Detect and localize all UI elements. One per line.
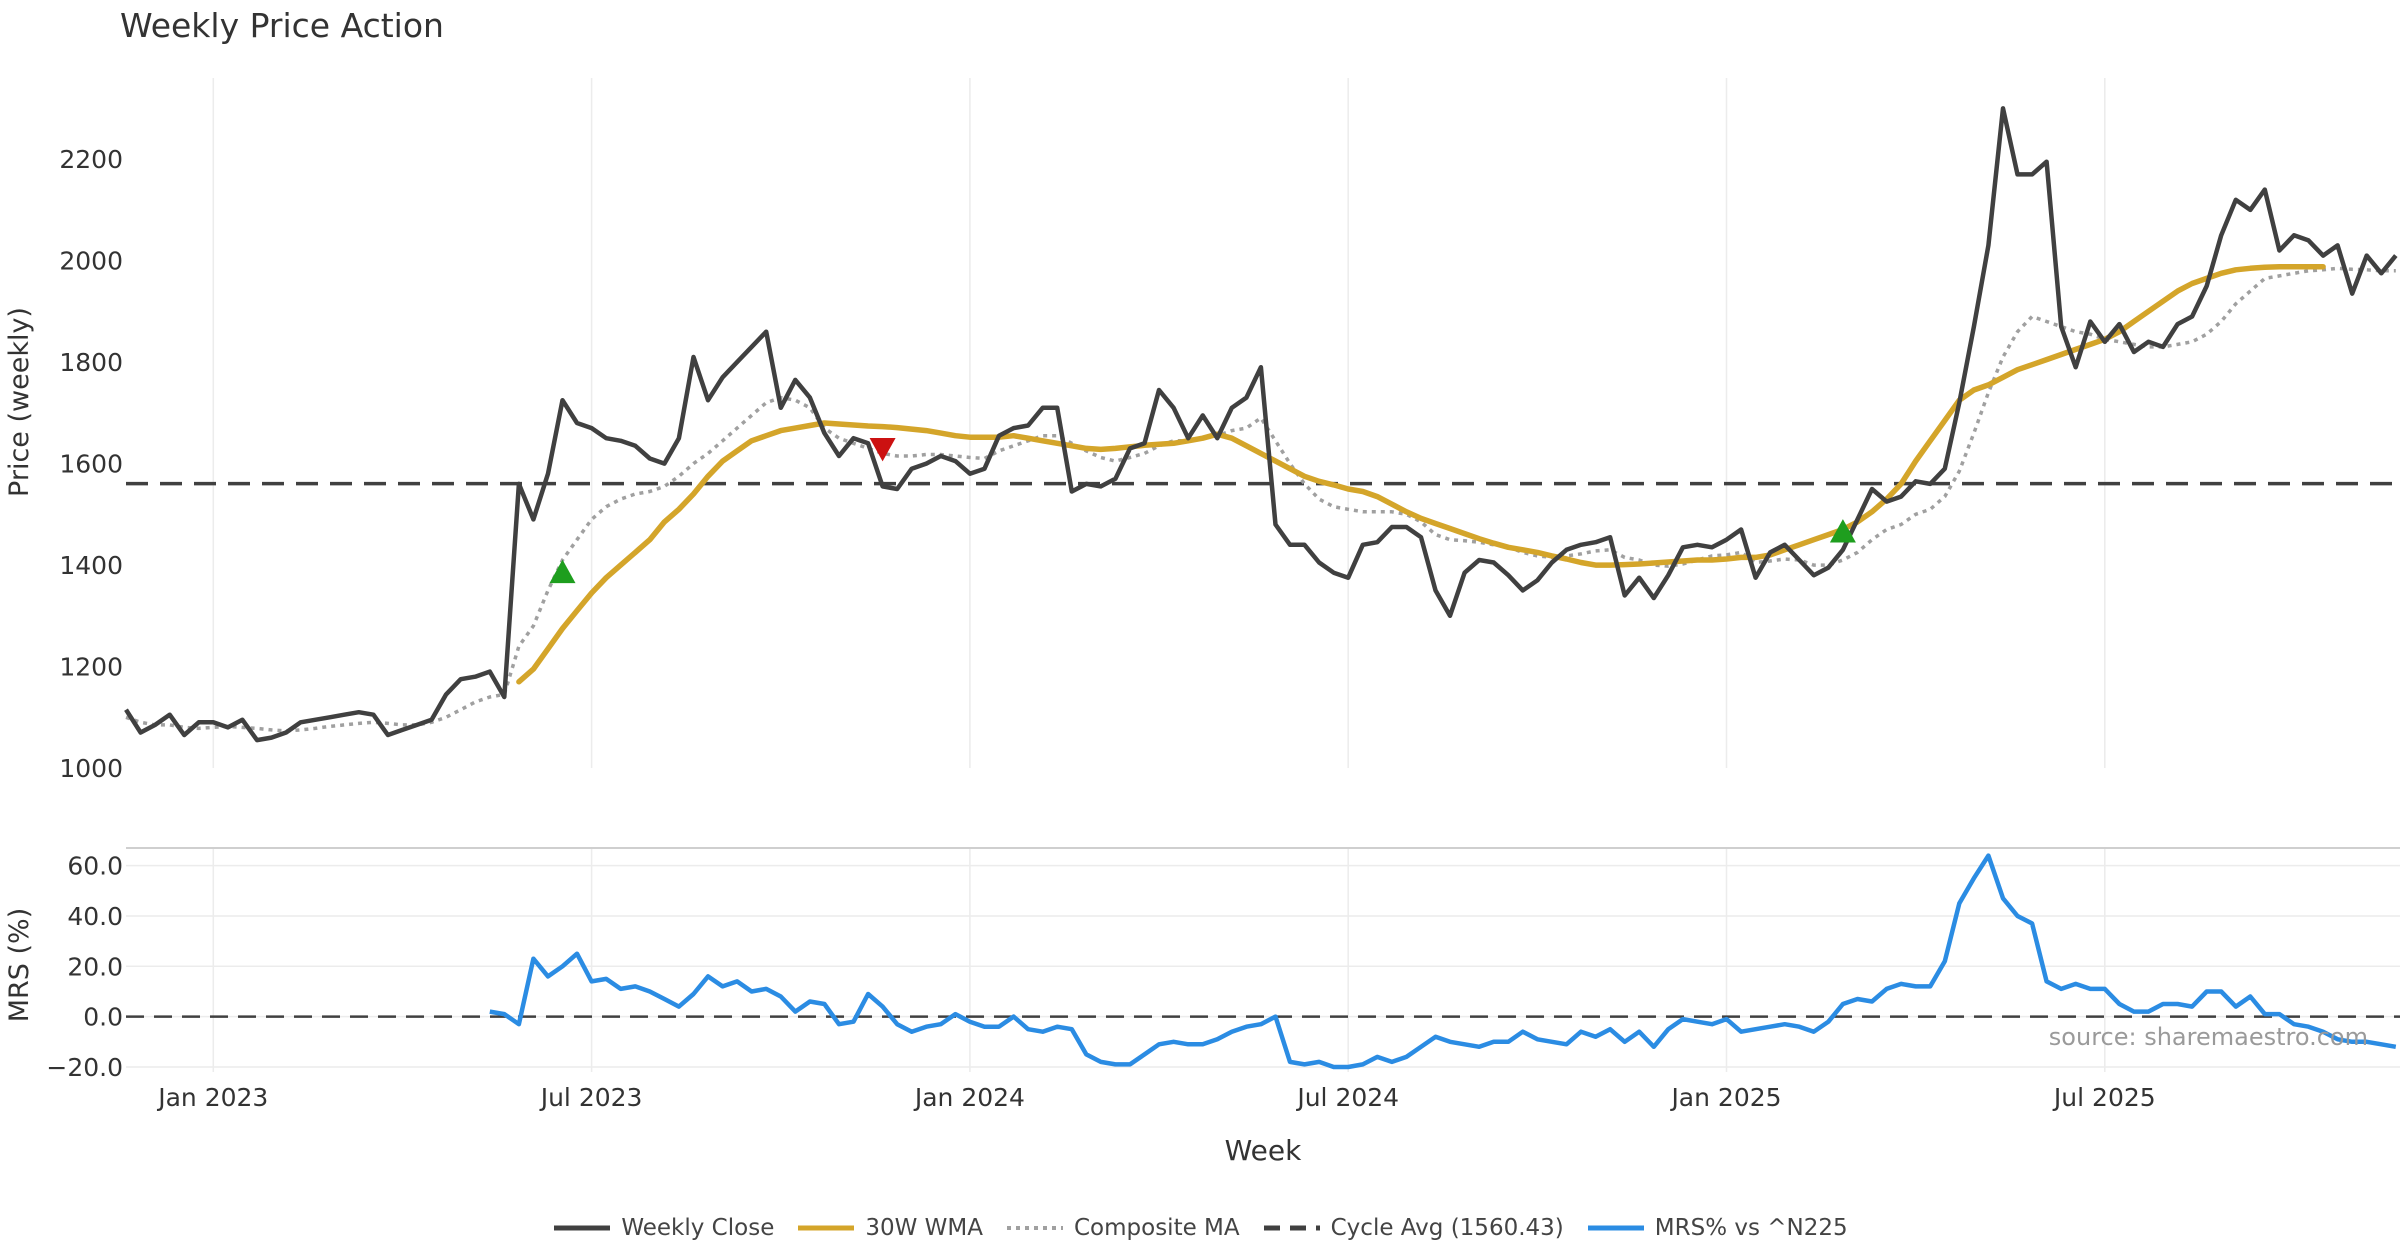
legend-label: Cycle Avg (1560.43) (1330, 1215, 1564, 1241)
y-tick-label-mrs: −20.0 (46, 1053, 123, 1082)
legend-label: Weekly Close (621, 1215, 775, 1241)
x-tick-label: Jul 2025 (2052, 1083, 2156, 1112)
y-tick-label-mrs: 40.0 (67, 902, 123, 931)
y-tick-label-price: 1800 (59, 348, 123, 377)
legend-swatch-mrs (1587, 1225, 1644, 1231)
buy-signal-marker (549, 559, 576, 584)
y-tick-label-price: 1200 (59, 653, 123, 682)
legend-swatch-wma (798, 1225, 855, 1231)
y-axis-label-price: Price (weekly) (4, 307, 35, 497)
legend-swatch-close (554, 1225, 611, 1231)
gridlines (126, 78, 2400, 1072)
source-annotation: source: sharemaestro.com (2049, 1023, 2368, 1051)
composite-ma-line (125, 266, 2396, 733)
legend-item-close[interactable]: Weekly Close (552, 1215, 774, 1241)
legend-item-mrs[interactable]: MRS% vs ^N225 (1586, 1215, 1848, 1241)
y-tick-label-price: 2200 (59, 145, 123, 174)
y-tick-label-mrs: 0.0 (83, 1003, 123, 1032)
x-tick-label: Jan 2024 (913, 1083, 1025, 1112)
legend-label: Composite MA (1073, 1215, 1240, 1241)
x-axis-label: Week (1225, 1134, 1302, 1167)
sell-signal-marker (869, 437, 896, 462)
y-axis-label-mrs: MRS (%) (4, 908, 35, 1023)
legend-swatch-cycle (1263, 1225, 1320, 1231)
y-tick-label-price: 2000 (59, 247, 123, 276)
chart-legend: Weekly Close 30W WMA Composite MA Cycle Avg… (0, 1208, 2400, 1248)
x-tick-label: Jan 2025 (1669, 1083, 1781, 1112)
legend-label: 30W WMA (865, 1215, 983, 1241)
legend-item-composite[interactable]: Composite MA (1005, 1215, 1240, 1241)
y-tick-label-mrs: 20.0 (67, 952, 123, 981)
buy-signal-marker (1829, 519, 1856, 543)
reference-lines (126, 481, 2400, 1018)
y-tick-label-price: 1400 (59, 551, 123, 580)
y-tick-label-mrs: 60.0 (67, 852, 123, 881)
y-tick-label-price: 1000 (59, 754, 123, 783)
y-tick-label-price: 1600 (59, 450, 123, 479)
chart-text: Weekly Price Action Price (weekly) MRS (… (4, 6, 2368, 1167)
series-lines (124, 106, 2398, 1070)
wma-30w-line (516, 263, 2326, 685)
x-tick-label: Jul 2024 (1295, 1083, 1399, 1112)
signal-markers (549, 437, 1856, 584)
chart-title: Weekly Price Action (120, 6, 444, 45)
legend-item-cycle[interactable]: Cycle Avg (1560.43) (1262, 1215, 1564, 1241)
legend-label: MRS% vs ^N225 (1654, 1215, 1848, 1241)
legend-swatch-composite (1006, 1226, 1063, 1230)
x-tick-label: Jul 2023 (539, 1083, 643, 1112)
mrs-line (489, 853, 2397, 1070)
tick-labels: 1000 1200 1400 1600 1800 2000 2200 −20.0 0.0 20.0… (46, 145, 2155, 1112)
weekly-close-line (124, 106, 2398, 743)
x-tick-label: Jan 2023 (156, 1083, 268, 1112)
legend-item-wma[interactable]: 30W WMA (796, 1215, 983, 1241)
